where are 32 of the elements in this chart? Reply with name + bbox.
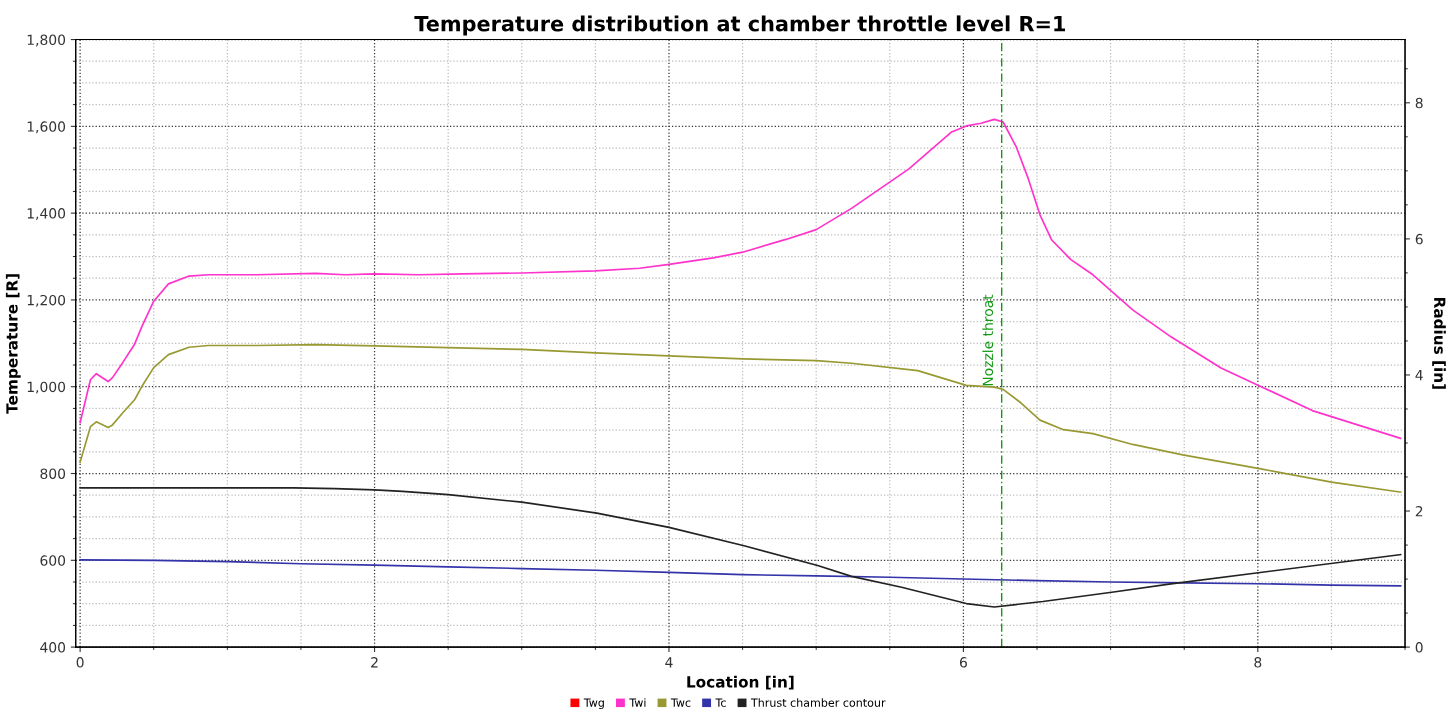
y-tick-label: 800 (40, 468, 66, 479)
y-tick-label: 1,400 (27, 208, 66, 221)
ref-line-label: Nozzle throat (982, 294, 994, 386)
y-tick-label: 1,800 (27, 34, 66, 47)
x-tick-label: 0 (76, 657, 84, 668)
y2-tick-label: 6 (1415, 233, 1423, 245)
line-series (79, 487, 1402, 608)
x-tick-label: 8 (1254, 657, 1262, 668)
y2-axis-title: Radius [in] (1432, 297, 1446, 389)
line-series (79, 559, 1402, 587)
y-tick-label: 400 (40, 642, 66, 653)
line-series (79, 343, 1402, 494)
legend-label: Twc (670, 698, 691, 707)
y-tick-label: 1,200 (27, 294, 66, 307)
legend-label: Twg (583, 698, 604, 709)
y2-tick-label: 0 (1415, 642, 1423, 653)
y-axis-title: Temperature [R] (5, 274, 21, 414)
legend-label: Tc (715, 698, 726, 707)
legend-label: Twi (629, 698, 646, 707)
x-axis-title: Location [in] (687, 675, 794, 690)
y-tick-label: 1,600 (27, 121, 66, 134)
y-tick-label: 1,000 (27, 381, 66, 394)
y2-tick-label: 2 (1415, 506, 1423, 517)
x-tick-label: 4 (665, 657, 673, 668)
x-tick-label: 6 (959, 657, 967, 668)
line-series (79, 118, 1402, 440)
x-tick-label: 2 (371, 657, 378, 668)
y2-tick-label: 8 (1415, 97, 1423, 109)
y2-tick-label: 4 (1415, 370, 1423, 381)
legend-label: Thrust chamber contour (750, 698, 886, 707)
y-tick-label: 600 (40, 555, 66, 566)
chart-title: Temperature distribution at chamber throttle level R=1 (414, 15, 1066, 36)
